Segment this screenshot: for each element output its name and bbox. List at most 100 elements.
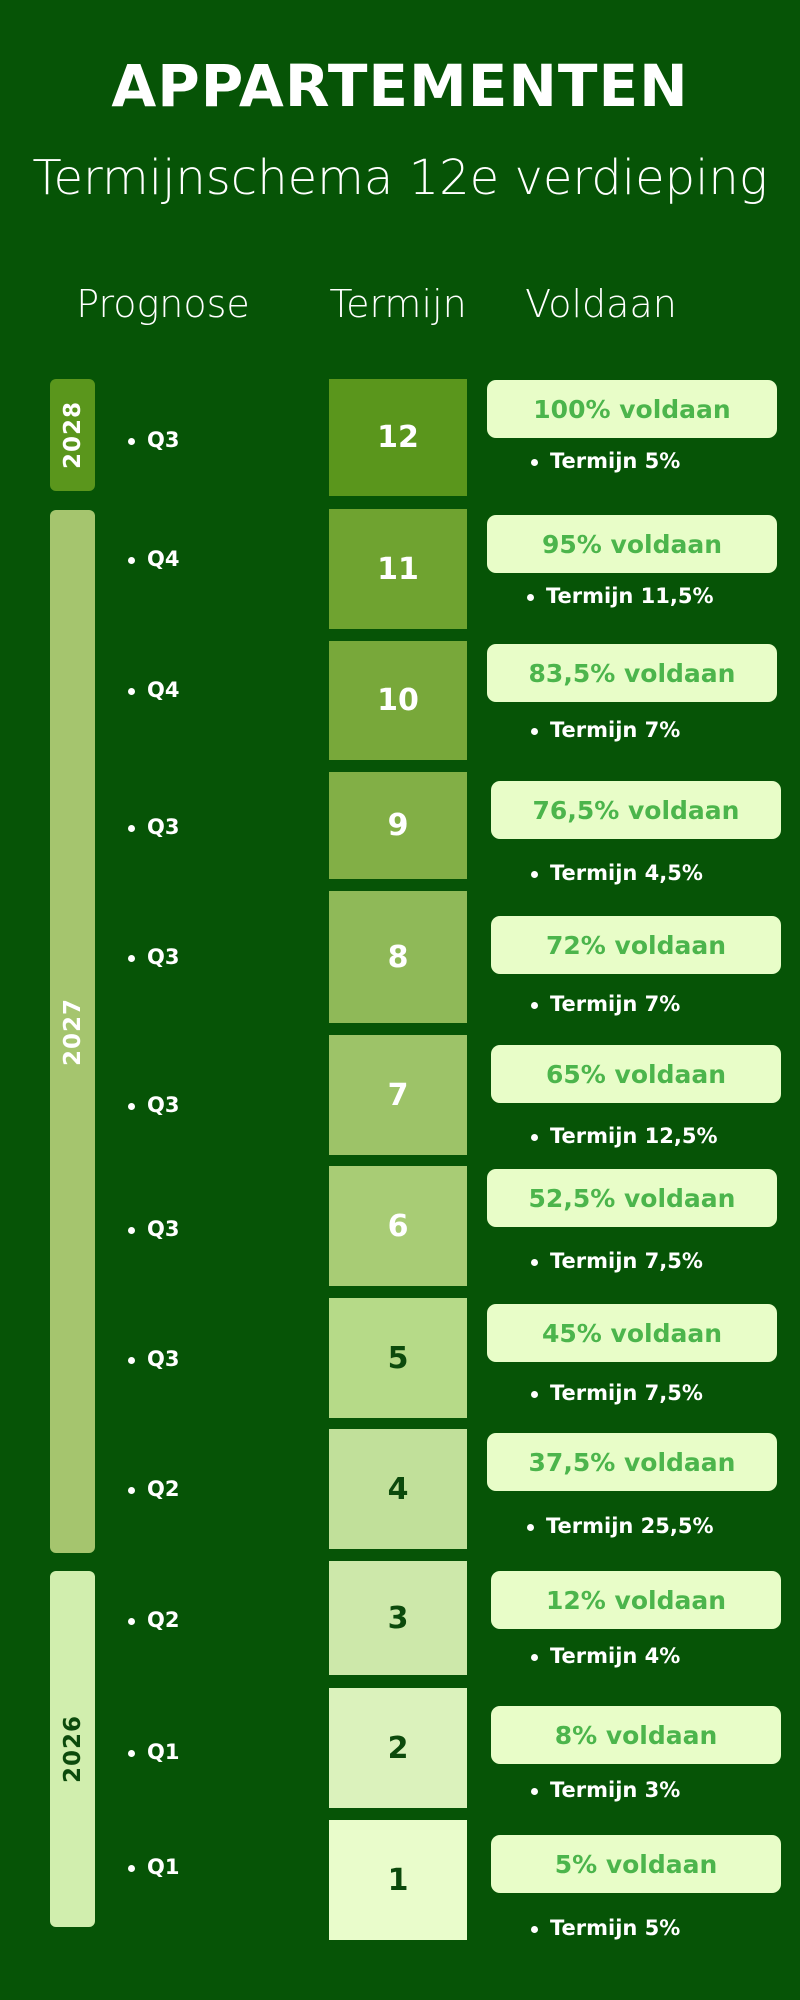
termijn-number: 7 (387, 1077, 409, 1113)
year-bar-2027: 2027 (50, 510, 95, 1553)
quarter-item: Q3 (128, 815, 179, 839)
bullet-icon (128, 1356, 135, 1364)
year-label: 2028 (59, 400, 86, 470)
voldaan-badge: 12% voldaan (491, 1571, 781, 1629)
termijn-block: 8 (329, 891, 467, 1023)
termijn-block: 11 (329, 509, 467, 629)
quarter-label: Q3 (147, 1093, 180, 1117)
termijn-percentage: Termijn 11,5% (527, 584, 714, 608)
bullet-icon (531, 1001, 538, 1009)
page-subtitle: Termijnschema 12e verdieping (32, 150, 768, 206)
voldaan-label: 8% voldaan (554, 1720, 718, 1750)
bullet-icon (527, 593, 534, 601)
termijn-number: 10 (377, 683, 419, 718)
voldaan-badge: 52,5% voldaan (487, 1169, 777, 1227)
quarter-label: Q2 (147, 1477, 180, 1501)
bullet-icon (527, 1523, 534, 1531)
quarter-item: Q3 (128, 1093, 179, 1117)
termijn-block: 5 (329, 1298, 467, 1418)
bullet-icon (128, 824, 135, 832)
bullet-icon (531, 1133, 538, 1141)
termijn-block: 6 (329, 1166, 467, 1286)
voldaan-label: 37,5% voldaan (528, 1447, 736, 1477)
quarter-label: Q3 (147, 945, 180, 969)
quarter-item: Q3 (128, 1217, 179, 1241)
bullet-icon (128, 1749, 135, 1757)
year-bar-2028: 2028 (50, 379, 95, 491)
quarter-item: Q2 (128, 1477, 179, 1501)
quarter-label: Q2 (147, 1608, 180, 1632)
voldaan-label: 5% voldaan (554, 1849, 718, 1879)
quarter-label: Q4 (147, 547, 180, 571)
quarter-item: Q3 (128, 1347, 179, 1371)
voldaan-label: 65% voldaan (545, 1059, 727, 1089)
quarter-label: Q3 (147, 428, 180, 452)
voldaan-badge: 37,5% voldaan (487, 1433, 777, 1491)
termijn-percentage: Termijn 7% (531, 992, 680, 1016)
bullet-icon (128, 687, 135, 695)
termijn-percentage-label: Termijn 7,5% (550, 1249, 703, 1273)
termijn-block: 4 (329, 1429, 467, 1549)
bullet-icon (531, 1390, 538, 1398)
termijn-percentage-label: Termijn 5% (550, 1916, 681, 1940)
termijn-block: 12 (329, 379, 467, 496)
termijn-block: 10 (329, 641, 467, 760)
termijn-number: 4 (387, 1471, 409, 1507)
termijn-percentage: Termijn 4,5% (531, 861, 703, 885)
bullet-icon (531, 1258, 538, 1266)
termijn-number: 3 (387, 1600, 409, 1636)
termijn-percentage: Termijn 5% (531, 1916, 680, 1940)
termijn-percentage-label: Termijn 3% (550, 1778, 681, 1802)
bullet-icon (531, 1653, 538, 1661)
termijn-block: 7 (329, 1035, 467, 1155)
voldaan-label: 76,5% voldaan (532, 795, 740, 825)
bullet-icon (128, 556, 135, 564)
bullet-icon (128, 1617, 135, 1625)
voldaan-label: 95% voldaan (541, 529, 723, 559)
termijn-number: 11 (377, 551, 419, 587)
year-bar-2026: 2026 (50, 1571, 95, 1927)
quarter-item: Q4 (128, 547, 179, 571)
termijn-percentage: Termijn 7,5% (531, 1249, 703, 1273)
bullet-icon (128, 954, 135, 962)
termijn-block: 1 (329, 1820, 467, 1940)
year-label: 2027 (59, 997, 86, 1066)
termijn-percentage-label: Termijn 4% (550, 1644, 681, 1668)
quarter-label: Q1 (147, 1855, 180, 1879)
termijn-number: 2 (387, 1730, 409, 1766)
termijn-block: 9 (329, 772, 467, 879)
quarter-item: Q3 (128, 945, 179, 969)
bullet-icon (128, 1486, 135, 1494)
voldaan-badge: 95% voldaan (487, 515, 777, 573)
quarter-item: Q1 (128, 1855, 179, 1879)
termijn-number: 1 (387, 1862, 409, 1898)
termijn-percentage-label: Termijn 25,5% (546, 1514, 714, 1538)
bullet-icon (531, 870, 538, 878)
voldaan-badge: 45% voldaan (487, 1304, 777, 1362)
termijn-percentage-label: Termijn 7,5% (550, 1381, 703, 1405)
column-header-prognose: Prognose (76, 282, 250, 326)
termijn-percentage-label: Termijn 4,5% (550, 861, 703, 885)
bullet-icon (531, 727, 538, 735)
quarter-label: Q4 (147, 678, 180, 702)
termijn-percentage-label: Termijn 12,5% (550, 1124, 718, 1148)
bullet-icon (128, 1102, 135, 1110)
bullet-icon (128, 1864, 135, 1872)
quarter-item: Q4 (128, 678, 179, 702)
year-label: 2026 (59, 1714, 86, 1784)
page-title: APPARTEMENTEN (111, 52, 689, 120)
voldaan-badge: 76,5% voldaan (491, 781, 781, 839)
termijn-number: 12 (377, 420, 419, 455)
bullet-icon (531, 1925, 538, 1933)
termijn-block: 2 (329, 1688, 467, 1808)
termijn-percentage: Termijn 4% (531, 1644, 680, 1668)
quarter-label: Q1 (147, 1740, 180, 1764)
termijn-number: 9 (387, 808, 409, 843)
termijn-percentage: Termijn 5% (531, 449, 680, 473)
voldaan-label: 72% voldaan (545, 930, 727, 960)
termijn-percentage-label: Termijn 11,5% (546, 584, 714, 608)
termijn-percentage: Termijn 7,5% (531, 1381, 703, 1405)
voldaan-label: 100% voldaan (533, 394, 731, 424)
column-header-voldaan: Voldaan (525, 282, 677, 326)
bullet-icon (531, 1787, 538, 1795)
